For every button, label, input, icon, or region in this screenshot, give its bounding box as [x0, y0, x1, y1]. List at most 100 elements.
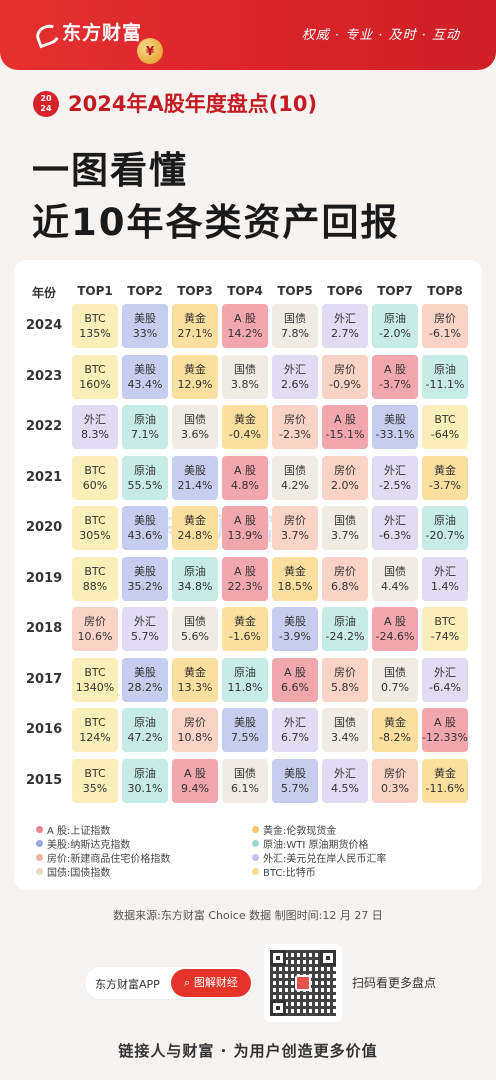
- asset-name: A 股: [233, 564, 257, 578]
- asset-name: BTC: [84, 564, 106, 578]
- asset-cell: 房价 5.8%: [322, 657, 368, 702]
- asset-name: 国债: [384, 665, 406, 679]
- asset-name: 国债: [384, 564, 406, 578]
- asset-cell: 美股 5.7%: [272, 758, 318, 803]
- asset-cell: 黄金 18.5%: [272, 556, 318, 601]
- asset-cell: BTC 135%: [72, 304, 118, 348]
- search-button[interactable]: ⌕ 图解财经: [171, 969, 251, 997]
- asset-return: 4.8%: [231, 478, 259, 492]
- asset-name: A 股: [183, 766, 207, 780]
- asset-name: 黄金: [184, 665, 206, 679]
- legend-dot-icon: [252, 854, 259, 861]
- asset-name: 国债: [184, 413, 206, 426]
- asset-cell: 房价 6.8%: [322, 556, 368, 601]
- asset-cell: 黄金 27.1%: [172, 304, 218, 348]
- legend-text: 国债:国债指数: [47, 868, 111, 879]
- app-search-pill[interactable]: 东方财富APP ⌕ 图解财经: [84, 966, 254, 1000]
- asset-name: 房价: [334, 463, 356, 477]
- asset-return: -2.0%: [379, 327, 411, 340]
- asset-name: 原油: [334, 615, 356, 628]
- asset-name: BTC: [84, 665, 106, 679]
- asset-name: 原油: [134, 463, 156, 477]
- asset-name: 美股: [184, 463, 206, 477]
- asset-name: 黄金: [234, 615, 256, 628]
- asset-cell: A 股 -12.33%: [422, 708, 468, 752]
- asset-cell: A 股 13.9%: [222, 506, 268, 550]
- asset-cell: 国债 5.6%: [172, 607, 218, 651]
- asset-name: 原油: [134, 716, 156, 729]
- asset-name: 外汇: [334, 312, 356, 325]
- asset-cell: 原油 -11.1%: [422, 354, 468, 399]
- asset-return: 10.8%: [177, 731, 213, 744]
- headline-line1: 一图看懂: [32, 149, 188, 192]
- legend-text: 黄金:伦敦现货金: [263, 826, 337, 837]
- asset-cell: 外汇 8.3%: [72, 405, 118, 449]
- asset-cell: 外汇 5.7%: [122, 607, 168, 651]
- legend-dot-icon: [36, 840, 43, 847]
- asset-cell: 原油 30.1%: [122, 758, 168, 803]
- asset-return: -11.1%: [425, 377, 465, 391]
- asset-cell: 原油 47.2%: [122, 708, 168, 752]
- asset-return: 160%: [79, 377, 111, 391]
- asset-return: -0.4%: [229, 428, 261, 441]
- asset-return: -64%: [430, 428, 460, 441]
- asset-name: 房价: [334, 362, 356, 376]
- asset-name: 美股: [284, 766, 306, 780]
- asset-cell: 黄金 13.3%: [172, 657, 218, 702]
- asset-return: 7.1%: [131, 428, 159, 441]
- asset-return: 9.4%: [181, 781, 209, 795]
- asset-return: 55.5%: [127, 478, 163, 492]
- year-label: 2020: [26, 520, 63, 535]
- asset-return: 43.6%: [127, 529, 163, 542]
- year-label: 2024: [26, 318, 63, 333]
- asset-name: 国债: [234, 766, 256, 780]
- asset-cell: 原油 11.8%: [222, 657, 268, 702]
- asset-return: 0.7%: [381, 680, 409, 694]
- asset-return: 5.6%: [181, 630, 209, 643]
- asset-return: 5.8%: [331, 680, 359, 694]
- asset-return: 3.7%: [331, 529, 359, 542]
- asset-return: 30.1%: [127, 781, 163, 795]
- app-name: 东方财富APP: [95, 978, 160, 991]
- asset-return: -0.9%: [329, 377, 361, 391]
- qr-code[interactable]: [264, 944, 342, 1022]
- asset-name: A 股: [333, 413, 357, 426]
- asset-name: A 股: [283, 665, 307, 679]
- asset-return: 11.8%: [227, 680, 263, 694]
- column-header: TOP3: [177, 284, 213, 298]
- asset-return: 4.5%: [331, 781, 359, 795]
- legend-dot-icon: [36, 868, 43, 875]
- asset-return: -2.3%: [279, 428, 311, 441]
- asset-cell: 国债 3.7%: [322, 506, 368, 550]
- asset-name: 原油: [184, 564, 206, 578]
- asset-cell: 黄金 -8.2%: [372, 708, 418, 752]
- asset-return: 12.9%: [177, 377, 213, 391]
- asset-name: A 股: [233, 312, 257, 325]
- asset-cell: 外汇 6.7%: [272, 708, 318, 752]
- asset-name: 国债: [284, 312, 306, 325]
- year-label: 2018: [26, 621, 63, 636]
- asset-cell: 黄金 -0.4%: [222, 405, 268, 449]
- asset-name: 美股: [134, 514, 156, 527]
- column-header: TOP8: [427, 284, 463, 298]
- asset-cell: 国债 0.7%: [372, 657, 418, 702]
- asset-name: BTC: [434, 413, 456, 426]
- legend-dot-icon: [36, 854, 43, 861]
- asset-name: 黄金: [434, 766, 456, 780]
- asset-name: 美股: [134, 665, 156, 679]
- legend-text: A 股:上证指数: [47, 826, 111, 837]
- year-label: 2016: [26, 722, 63, 737]
- data-source: 数据来源:东方财富 Choice 数据 制图时间:12 月 27 日: [113, 909, 383, 922]
- asset-return: 3.7%: [281, 529, 309, 542]
- asset-name: 外汇: [434, 564, 456, 578]
- asset-cell: BTC 124%: [72, 708, 118, 752]
- year-badge: 20 24: [33, 91, 59, 117]
- asset-return: 27.1%: [177, 327, 213, 340]
- asset-return: 24.8%: [177, 529, 213, 542]
- asset-name: 黄金: [384, 716, 406, 729]
- asset-cell: 外汇 -6.4%: [422, 657, 468, 702]
- asset-name: 国债: [334, 514, 356, 527]
- asset-name: 原油: [234, 665, 256, 679]
- asset-return: 124%: [79, 731, 111, 744]
- asset-return: 2.7%: [331, 327, 359, 340]
